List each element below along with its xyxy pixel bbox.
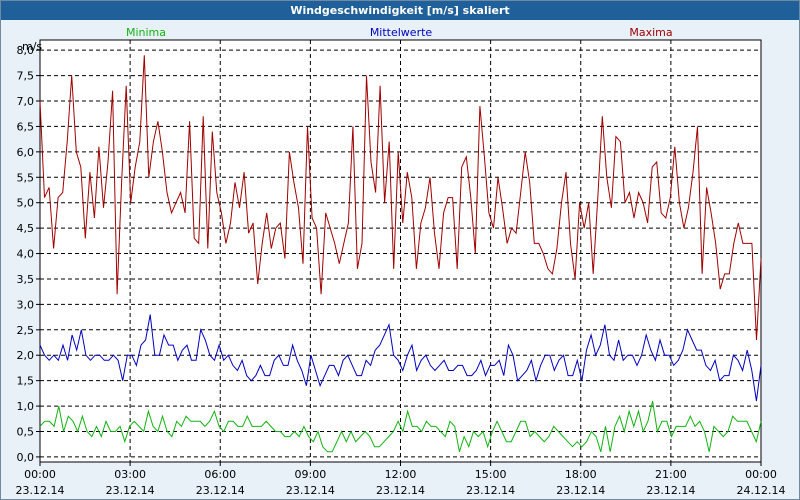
x-tick-time: 15:00 [475,468,507,481]
maxima-series-line [39,55,762,341]
x-tick-time: 12:00 [385,468,417,481]
y-tick-label: 5,5 [17,171,35,184]
x-tick-time: 00:00 [745,468,777,481]
x-tick-date: 24.12.14 [737,484,786,497]
y-axis: 0,0 0,5 1,0 1,5 2,0 2,5 3,0 3,5 4,0 4,5 5,0 5,5 6,0 6… [17,44,40,464]
y-tick-label: 2,5 [17,324,35,337]
y-tick-label: 6,5 [17,120,35,133]
x-tick-time: 06:00 [204,468,236,481]
y-tick-label: 4,5 [17,222,35,235]
y-tick-label: 2,0 [17,349,35,362]
y-tick-label: 6,0 [17,146,35,159]
x-tick-date: 23.12.14 [16,484,65,497]
y-tick-label: 5,0 [17,197,35,210]
x-tick-date: 23.12.14 [466,484,515,497]
y-tick-label: 3,0 [17,298,35,311]
grid-lines [40,40,761,462]
y-tick-label: 3,5 [17,273,35,286]
x-tick-time: 21:00 [655,468,687,481]
y-tick-label: 0,0 [17,451,35,464]
y-tick-label: 1,0 [17,400,35,413]
x-axis: 00:00 23.12.14 03:00 23.12.14 06:00 23.12.14 0… [16,462,786,497]
y-tick-label: 7,0 [17,95,35,108]
y-axis-label: m/s [22,40,42,53]
y-tick-label: 0,5 [17,425,35,438]
legend-minima: Minima [126,26,166,39]
y-tick-label: 8,0 [17,44,35,57]
x-tick-date: 23.12.14 [646,484,695,497]
x-tick-date: 23.12.14 [286,484,335,497]
x-tick-time: 18:00 [565,468,597,481]
window-title: Windgeschwindigkeit [m/s] skaliert [1,1,799,20]
x-tick-date: 23.12.14 [196,484,245,497]
x-tick-time: 00:00 [24,468,56,481]
y-tick-label: 7,5 [17,70,35,83]
series-layer [39,55,762,453]
x-tick-time: 03:00 [114,468,146,481]
x-tick-date: 23.12.14 [106,484,155,497]
y-tick-label: 4,0 [17,248,35,261]
legend-maxima: Maxima [629,26,672,39]
x-tick-time: 09:00 [295,468,327,481]
legend-mittelwerte: Mittelwerte [370,26,433,39]
y-tick-label: 1,5 [17,375,35,388]
x-tick-date: 23.12.14 [556,484,605,497]
minima-series-line [39,400,762,453]
mittelwerte-series-line [39,314,762,402]
x-tick-date: 23.12.14 [376,484,425,497]
